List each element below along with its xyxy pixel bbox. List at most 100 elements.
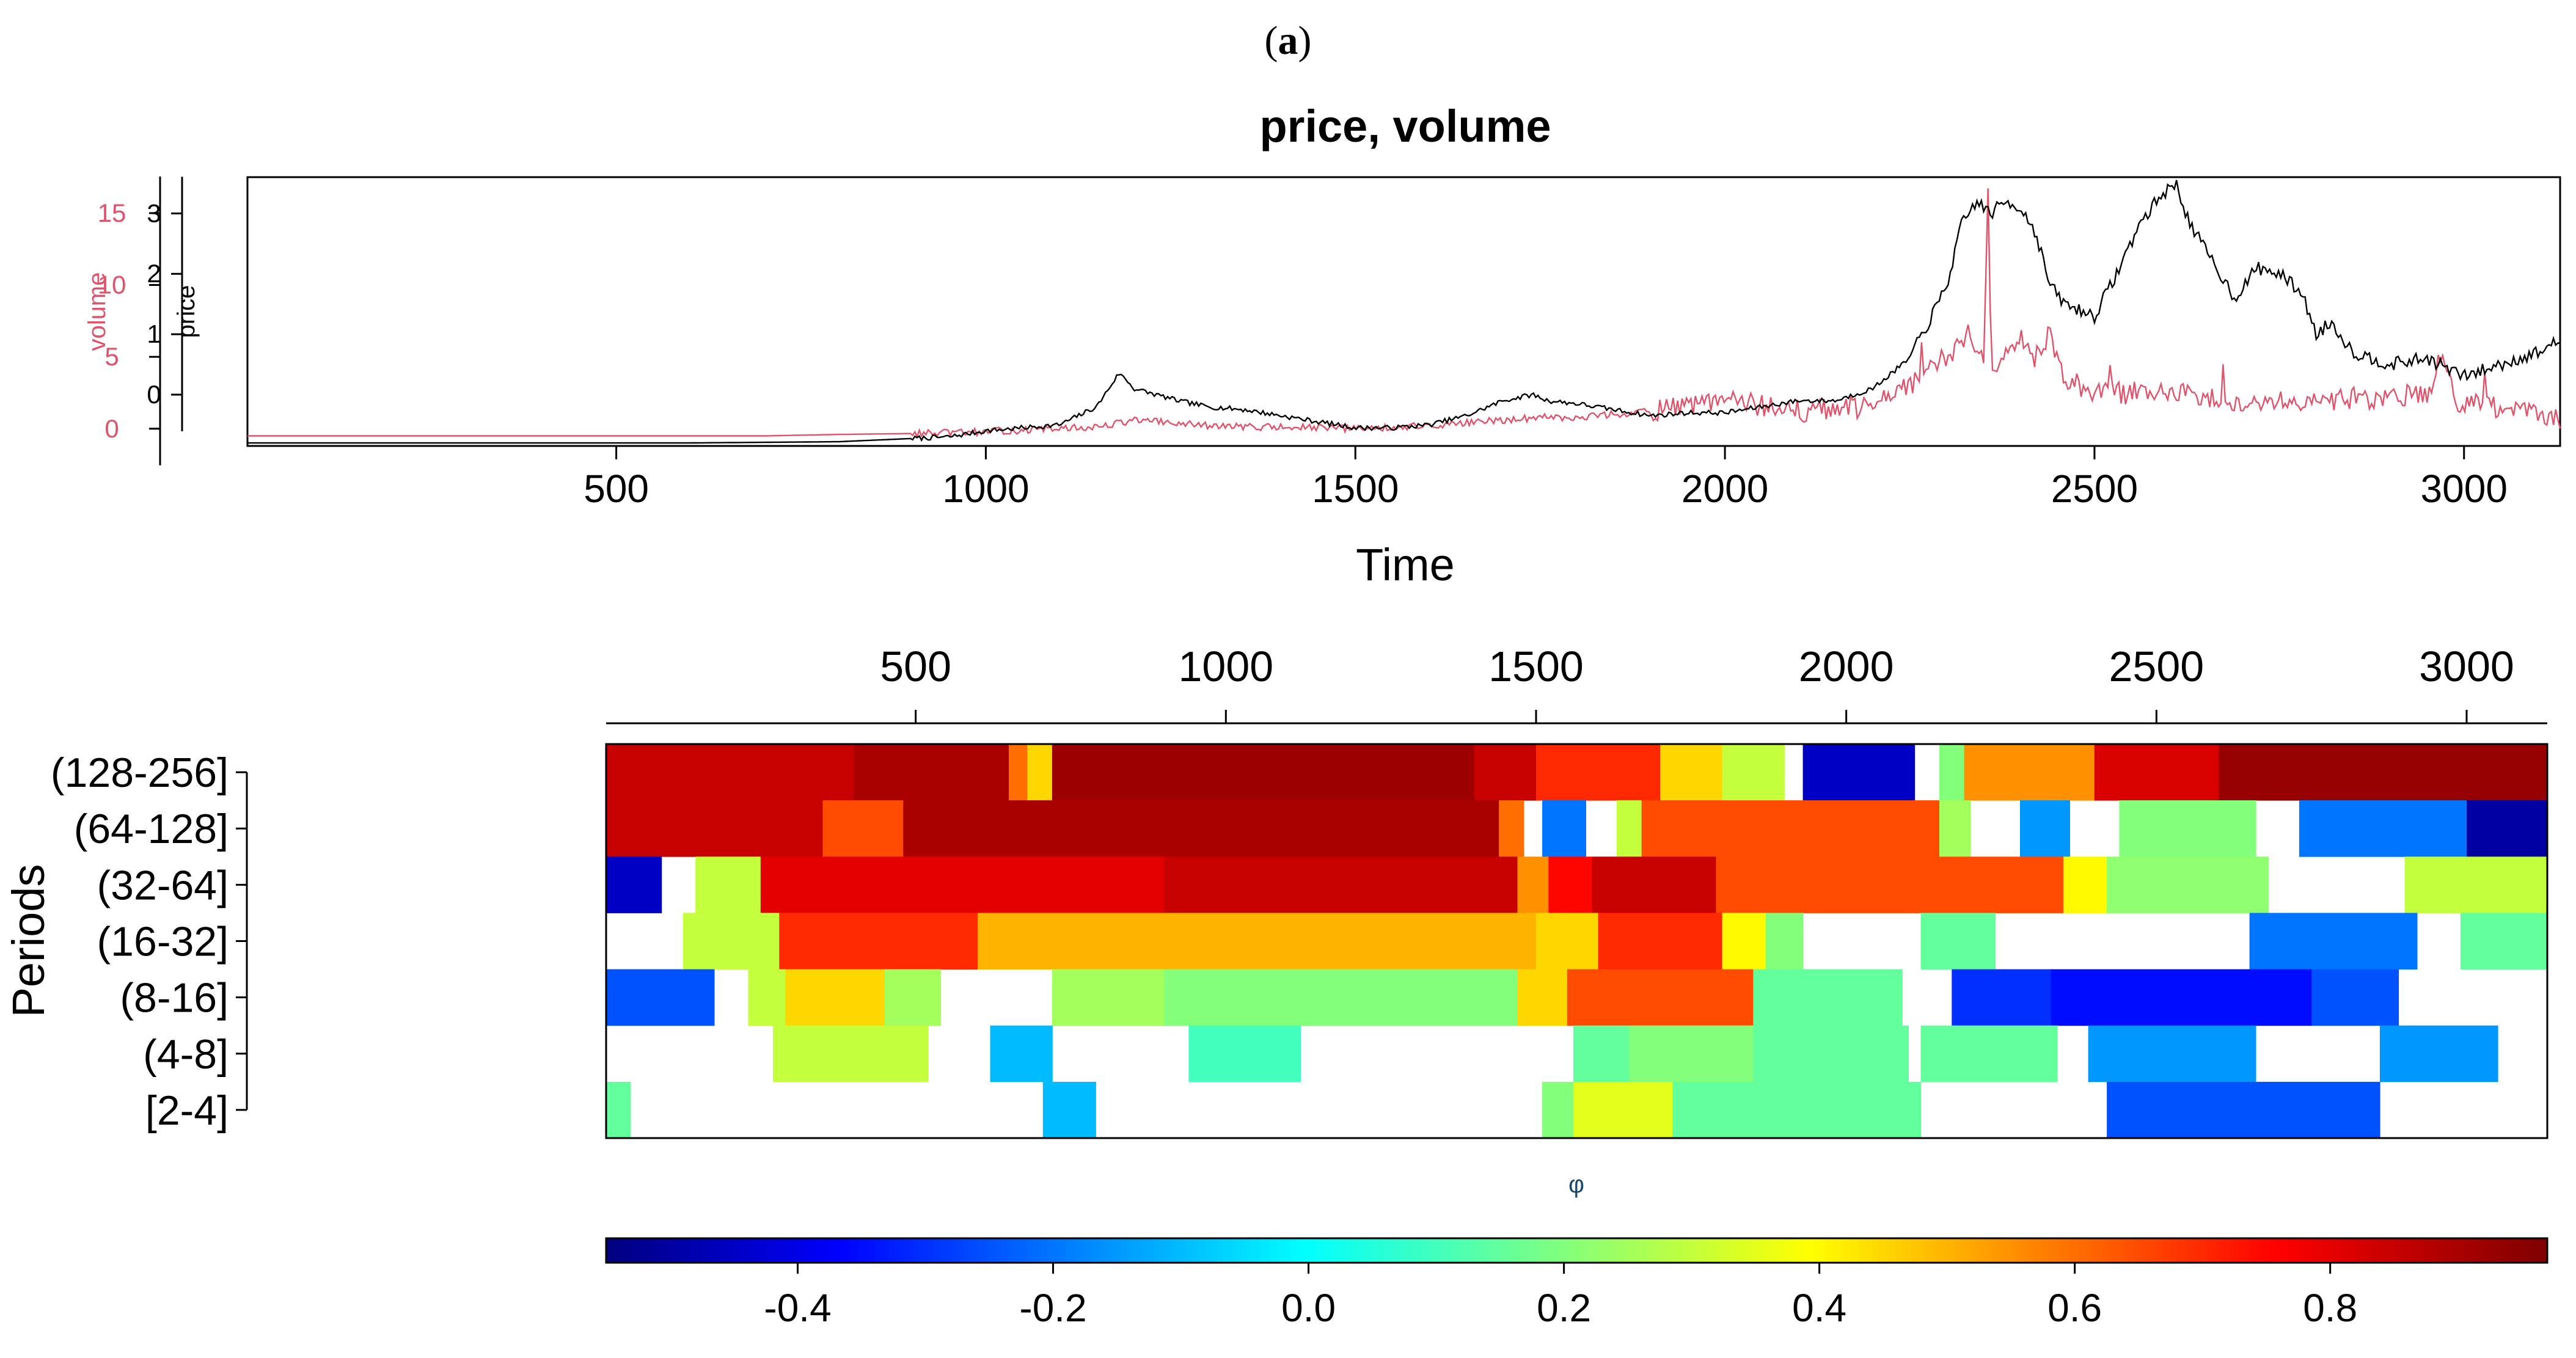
heatmap-cell	[2107, 856, 2269, 913]
colorbar-tick-label: 0.2	[1537, 1286, 1591, 1330]
heatmap-top-tick-label: 1000	[1178, 643, 1273, 690]
heatmap-cell	[1592, 856, 1717, 913]
colorbar-tick-label: -0.4	[764, 1286, 831, 1330]
heatmap-cell	[1920, 913, 1996, 969]
price-axis-tick-label: 0	[147, 380, 161, 409]
x-tick-label: 500	[584, 467, 649, 511]
heatmap-frame	[605, 743, 2549, 1139]
heatmap-cell	[2218, 744, 2548, 801]
heatmap-cell	[2088, 1025, 2256, 1082]
heatmap-top-tick-label: 3000	[2419, 643, 2514, 690]
heatmap-cell	[1952, 969, 2052, 1026]
volume-axis-tick-label: 15	[98, 199, 126, 227]
price-volume-chart: price, volume 500 1000 1500 2000 2500 3000 Ti…	[84, 101, 2561, 590]
heatmap-cell	[1474, 744, 1537, 801]
price-axis-label: price	[173, 285, 200, 338]
heatmap-cell	[1517, 856, 1550, 913]
heatmap-cell	[1009, 744, 1028, 801]
period-tick-label: [2-4]	[145, 1087, 229, 1134]
heatmap-cell	[978, 913, 1537, 969]
heatmap-y-axis-label: Periods	[3, 864, 54, 1018]
price-series-line	[247, 180, 2561, 444]
heatmap-cell	[1722, 744, 1785, 801]
heatmap-cell	[1052, 969, 1165, 1026]
heatmap-top-axis: 500 1000 1500 2000 2500 3000	[606, 643, 2547, 725]
x-tick-label: 1500	[1312, 467, 1399, 511]
x-tick-label: 2000	[1681, 467, 1768, 511]
heatmap-cell	[1722, 913, 1766, 969]
colorbar-tick-label: 0.8	[2303, 1286, 2357, 1330]
heatmap-cell	[606, 1081, 631, 1139]
heatmap-cell	[2020, 800, 2070, 857]
colorbar-axis: -0.4 -0.2 0.0 0.2 0.4 0.6 0.8	[764, 1263, 2357, 1330]
heatmap-cell	[773, 1025, 929, 1082]
heatmap-cell	[1042, 1081, 1096, 1139]
heatmap-cell	[1188, 1025, 1301, 1082]
heatmap-cell	[2119, 800, 2256, 857]
heatmap-cell	[748, 969, 786, 1026]
price-axis-tick-label: 1	[147, 319, 161, 348]
period-tick-label: (16-32]	[97, 919, 229, 965]
heatmap-cell	[1939, 744, 1965, 801]
heatmap-cell	[779, 913, 978, 969]
heatmap-top-tick-label: 500	[880, 643, 951, 690]
heatmap-cell	[1536, 744, 1661, 801]
heatmap-cell	[884, 969, 942, 1026]
heatmap-cell	[1027, 744, 1053, 801]
x-axis: 500 1000 1500 2000 2500 3000	[584, 446, 2508, 511]
heatmap-cell	[2404, 856, 2548, 913]
heatmap-cell	[606, 856, 662, 913]
period-tick-label: (32-64]	[97, 862, 229, 908]
figure-label: (a)	[1265, 18, 1312, 63]
heatmap-cell	[990, 1025, 1053, 1082]
heatmap-period-axis: (128-256] (64-128] (32-64] (16-32] (8-16] (4-…	[51, 750, 248, 1134]
colorbar-gradient	[605, 1237, 2549, 1264]
heatmap-cell	[1052, 744, 1475, 801]
heatmap-cell	[1163, 969, 1518, 1026]
heatmap-cell	[1617, 800, 1642, 857]
x-axis-label: Time	[1356, 539, 1455, 590]
heatmap-cell	[1536, 913, 1599, 969]
heatmap-cell	[1567, 969, 1754, 1026]
heatmap-cell	[1802, 744, 1916, 801]
volume-axis-tick-label: 5	[104, 342, 119, 371]
heatmap-cell	[1753, 1025, 1909, 1082]
heatmap-cell	[2379, 1025, 2498, 1082]
heatmap-top-tick-label: 2500	[2109, 643, 2204, 690]
heatmap-cell	[2467, 800, 2548, 857]
heatmap-cell	[695, 856, 761, 913]
heatmap-cell	[1629, 1025, 1754, 1082]
heatmap-cell	[1641, 800, 1940, 857]
heatmap-cell	[1573, 1081, 1674, 1139]
heatmap-cell	[2311, 969, 2399, 1026]
x-tick-label: 1000	[942, 467, 1029, 511]
heatmap-cell	[682, 913, 780, 969]
heatmap-cell	[1920, 1025, 2058, 1082]
heatmap-cell	[1939, 800, 1971, 857]
heatmap-cell	[1672, 1081, 1922, 1139]
heatmap-cell	[785, 969, 885, 1026]
heatmap-top-tick-label: 1500	[1488, 643, 1584, 690]
volume-series-line	[247, 188, 2561, 439]
heatmap-cell	[1964, 744, 2095, 801]
heatmap-cell	[1660, 744, 1723, 801]
colorbar-tick-label: 0.6	[2047, 1286, 2102, 1330]
heatmap-cell	[606, 800, 824, 857]
plot-frame	[246, 176, 2561, 447]
period-tick-label: (8-16]	[120, 975, 229, 1021]
heatmap-cell	[2107, 1081, 2380, 1139]
heatmap-cell	[2249, 913, 2418, 969]
heatmap-cell	[606, 744, 854, 801]
heatmap-cell	[2051, 969, 2312, 1026]
colorbar-tick-label: -0.2	[1019, 1286, 1086, 1330]
colorbar-tick-label: 0.4	[1792, 1286, 1846, 1330]
heatmap-cell	[1542, 800, 1586, 857]
heatmap-cell	[2299, 800, 2467, 857]
price-axis-tick-label: 2	[147, 259, 161, 288]
heatmap-cell	[1573, 1025, 1630, 1082]
heatmap-cell	[2460, 913, 2548, 969]
